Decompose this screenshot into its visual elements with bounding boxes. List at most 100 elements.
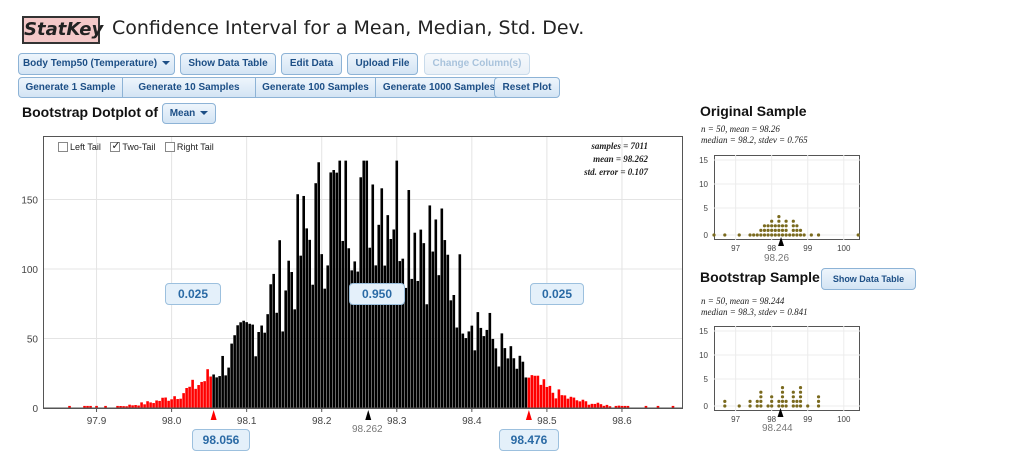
original-dot [791, 228, 795, 232]
bootstrap-bar [515, 368, 519, 408]
bootstrap-dot [798, 390, 803, 394]
bootstrap-dot [748, 399, 752, 403]
edit-data-button[interactable]: Edit Data [281, 53, 342, 75]
tail-options: Left Tail Two-Tail Right Tail [58, 139, 221, 152]
bootstrap-tail-bar [86, 405, 89, 408]
bootstrap-bar [335, 172, 339, 408]
bootstrap-dot [759, 404, 763, 408]
bootstrap-bar [377, 224, 381, 408]
bootstrap-tail-bar [614, 405, 618, 408]
bootstrap-tail-bar [623, 405, 627, 408]
bootstrap-bar [473, 350, 477, 408]
bootstrap-bar [491, 338, 495, 408]
bootstrap-bar [374, 265, 378, 408]
right-tail-checkbox[interactable] [164, 142, 175, 152]
bootstrap-bar [500, 333, 504, 408]
bootstrap-tail-bar [68, 405, 71, 408]
original-stats-line2: median = 98.2, stdev = 0.765 [701, 135, 808, 145]
bootstrap-bar [407, 190, 411, 408]
two-tail-label: Two-Tail [122, 142, 156, 152]
original-y-tick: 5 [704, 204, 709, 213]
bootstrap-tail-bar [599, 404, 603, 408]
bootstrap-center-label: 98.262 [352, 424, 383, 435]
bootstrap-dot [759, 399, 763, 403]
bootstrap-bar [224, 375, 227, 408]
bootstrap-bar [434, 219, 438, 408]
bootstrap-bar [488, 312, 492, 408]
bound-marker[interactable] [525, 410, 532, 420]
bootstrap-show-data-table-button[interactable]: Show Data Table [821, 268, 916, 290]
bootstrap-bar [467, 331, 471, 408]
bootstrap-tail-bar [545, 386, 549, 408]
bootstrap-tail-bar [596, 402, 600, 408]
original-y-tick: 0 [704, 231, 709, 240]
original-dot [791, 219, 795, 223]
original-dot [759, 233, 763, 237]
bootstrap-bar [296, 194, 299, 408]
bootstrap-tail-bar [179, 398, 182, 408]
bootstrap-bar [248, 323, 251, 408]
original-mean-label: 98.26 [764, 253, 790, 264]
bootstrap-y-tick: 5 [704, 375, 709, 384]
upload-file-button[interactable]: Upload File [347, 53, 418, 75]
bootstrap-tail-bar [176, 399, 179, 408]
x-tick-label: 98.5 [537, 416, 557, 427]
chevron-down-icon [162, 61, 171, 66]
original-dot [798, 228, 803, 232]
upper-bound-input[interactable]: 98.476 [499, 429, 559, 451]
bootstrap-dot [755, 404, 759, 408]
original-y-tick: 10 [699, 180, 708, 189]
bootstrap-sample-title: Bootstrap Sample [700, 269, 820, 285]
y-tick-label: 0 [32, 404, 38, 415]
bootstrap-bar [242, 320, 245, 408]
bootstrap-bar [422, 243, 426, 408]
original-mean-marker [778, 237, 785, 246]
original-dot [777, 228, 781, 232]
original-dot [784, 224, 788, 228]
bootstrap-bar [413, 232, 417, 408]
generate-1000-samples-button[interactable]: Generate 1000 Samples [375, 77, 503, 98]
bootstrap-bar [521, 361, 525, 408]
bootstrap-bar [431, 251, 435, 408]
bootstrap-tail-bar [644, 405, 648, 408]
bootstrap-bar [212, 374, 215, 408]
bound-marker[interactable] [210, 410, 217, 420]
bootstrap-dot [784, 404, 788, 408]
bootstrap-bar [524, 377, 528, 408]
statistic-select[interactable]: Mean [162, 103, 216, 124]
bootstrap-stats-line2: median = 98.3, stdev = 0.841 [701, 307, 808, 317]
bootstrap-bar [287, 260, 290, 408]
show-data-table-button[interactable]: Show Data Table [180, 53, 276, 75]
reset-plot-button[interactable]: Reset Plot [494, 77, 560, 98]
bootstrap-dot [748, 404, 752, 408]
bootstrap-tail-bar [137, 405, 140, 408]
change-columns-button[interactable]: Change Column(s) [424, 53, 530, 75]
bootstrap-tail-bar [197, 385, 200, 408]
bootstrap-bar [263, 332, 266, 408]
x-tick-label: 98.6 [612, 416, 632, 427]
bootstrap-bar [299, 255, 303, 408]
bootstrap-dot [795, 399, 799, 403]
original-dot [762, 233, 767, 237]
left-tail-proportion[interactable]: 0.025 [165, 283, 221, 305]
middle-proportion[interactable]: 0.950 [349, 283, 405, 305]
original-sample-title: Original Sample [700, 103, 807, 119]
original-dot [770, 219, 774, 223]
bootstrap-tail-bar [533, 375, 537, 408]
dotplot-label: Bootstrap Dotplot of [22, 104, 159, 120]
lower-bound-input[interactable]: 98.056 [192, 429, 250, 451]
bootstrap-dot [780, 399, 785, 403]
right-tail-proportion[interactable]: 0.025 [530, 283, 584, 305]
bootstrap-tail-bar [581, 399, 585, 408]
bootstrap-tail-bar [542, 379, 546, 408]
original-dot [791, 233, 795, 237]
bootstrap-bar [260, 325, 263, 408]
two-tail-checkbox[interactable] [110, 139, 121, 152]
bootstrap-tail-bar [530, 375, 534, 408]
dataset-select[interactable]: Body Temp50 (Temperature) [18, 53, 175, 75]
bootstrap-tail-bar [188, 386, 191, 408]
bootstrap-bar [308, 239, 312, 408]
bootstrap-bar [479, 327, 483, 408]
left-tail-checkbox[interactable] [58, 142, 68, 152]
bootstrap-bar [341, 240, 345, 408]
